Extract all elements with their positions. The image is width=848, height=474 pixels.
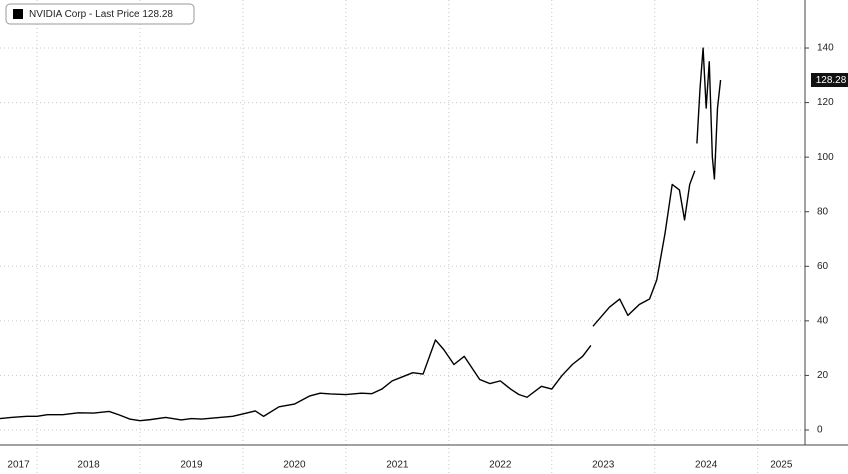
x-tick-label: 2019 bbox=[180, 460, 203, 471]
y-tick-label: 100 bbox=[817, 152, 834, 163]
last-price-tag bbox=[811, 72, 848, 87]
x-tick-label: 2023 bbox=[592, 460, 615, 471]
x-tick-label: 2022 bbox=[489, 460, 512, 471]
x-tick-label: 2017 bbox=[7, 460, 30, 471]
legend-swatch bbox=[13, 9, 23, 19]
y-tick-label: 40 bbox=[817, 315, 829, 326]
x-tick-label: 2018 bbox=[77, 460, 100, 471]
x-tick-label: 2024 bbox=[695, 460, 718, 471]
y-tick-label: 60 bbox=[817, 261, 829, 272]
y-tick-label: 140 bbox=[817, 43, 834, 54]
y-tick-label: 0 bbox=[817, 425, 823, 436]
y-tick-label: 120 bbox=[817, 97, 834, 108]
x-tick-label: 2020 bbox=[283, 460, 306, 471]
legend-box bbox=[5, 3, 195, 25]
y-tick-label: 80 bbox=[817, 206, 829, 217]
last-price-label: 128.28 bbox=[816, 75, 847, 86]
y-tick-label: 20 bbox=[817, 370, 829, 381]
legend: NVIDIA Corp - Last Price 128.28 bbox=[5, 3, 195, 25]
x-tick-label: 2025 bbox=[770, 460, 793, 471]
price-line bbox=[0, 47, 722, 422]
x-tick-label: 2021 bbox=[386, 460, 409, 471]
legend-label: NVIDIA Corp - Last Price 128.28 bbox=[29, 9, 173, 20]
